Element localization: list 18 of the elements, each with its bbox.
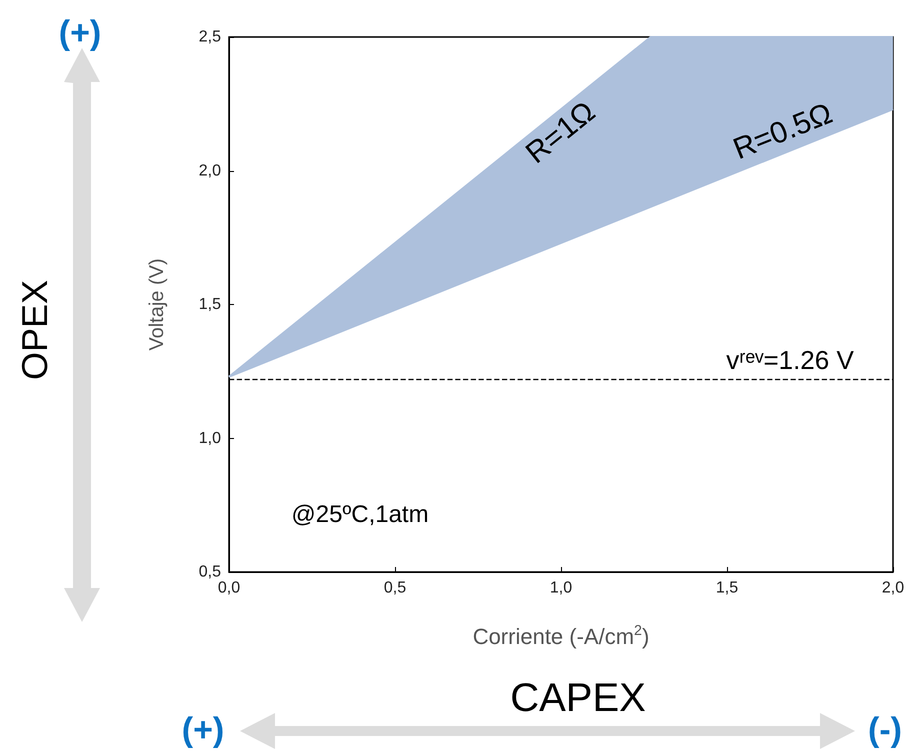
x-tick-label: 1,5 (716, 580, 738, 596)
text: OPEX (14, 280, 55, 380)
text: (+) (58, 14, 102, 52)
x-tick-label: 0,5 (384, 580, 406, 596)
y-tick-label: 2,5 (198, 28, 222, 46)
y-axis-title: Voltaje (V) (146, 258, 168, 351)
text: CAPEX (510, 676, 646, 720)
x-tick-label: 0,0 (218, 580, 240, 596)
y-tick-label: 0,5 (198, 564, 222, 580)
y-tick-label: 1,5 (198, 296, 222, 313)
y-tick-label: 2,0 (198, 162, 222, 180)
annotation: @25ºC,1atm (291, 501, 429, 528)
y-tick-label: 1,0 (198, 430, 222, 447)
x-tick-label: 2,0 (882, 580, 904, 596)
annotation: vʳᵉᵛ=1.26 V (726, 345, 854, 375)
text: (-) (868, 711, 902, 749)
text: (+) (182, 711, 224, 749)
x-tick-label: 1,0 (550, 580, 572, 596)
